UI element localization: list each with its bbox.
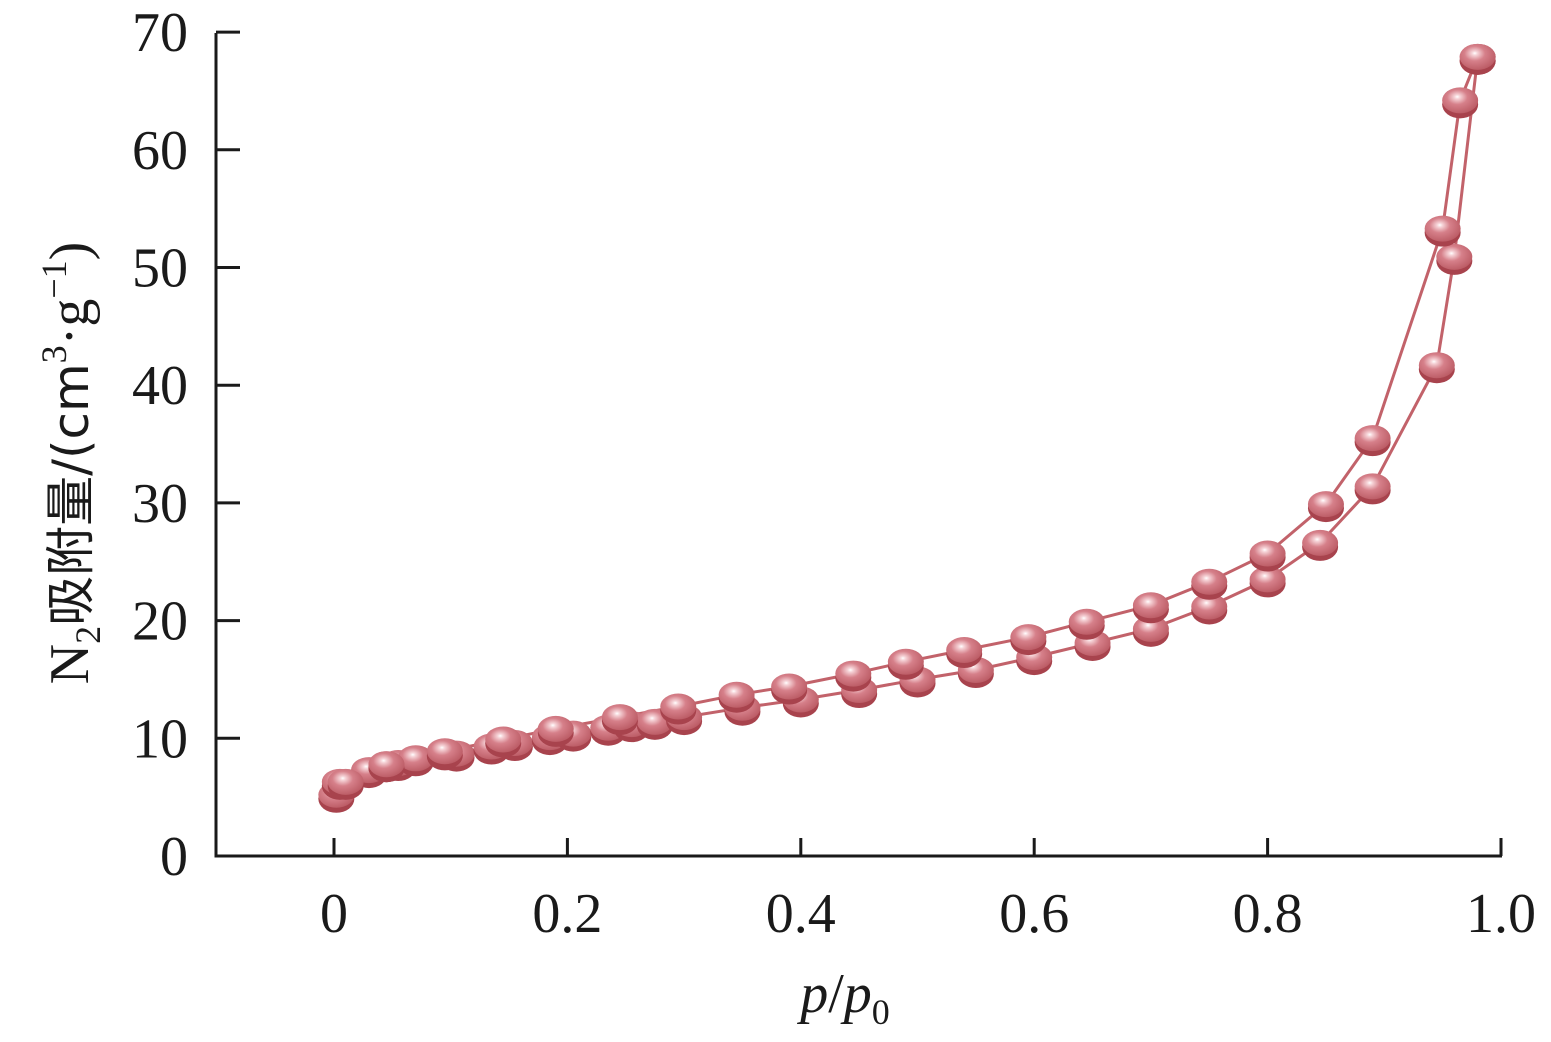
x-axis-ticks: 0 0.2 0.4 0.6 0.8 1.0 [320, 838, 1536, 945]
data-point-bead [1010, 624, 1047, 651]
x-tick-label: 0 [320, 883, 348, 945]
x-tick-label: 1.0 [1466, 883, 1536, 945]
y-title-n: N [39, 644, 101, 684]
data-point [1249, 566, 1286, 598]
data-point-bead [485, 726, 522, 753]
data-point-bead [1249, 566, 1286, 593]
data-point-bead [537, 715, 574, 742]
data-point-bead [887, 648, 924, 675]
data-point-bead [771, 673, 808, 700]
data-point [1010, 624, 1047, 656]
data-point [835, 660, 872, 692]
data-point [1068, 608, 1105, 640]
data-point [537, 715, 574, 747]
y-axis-ticks: 0 10 20 30 40 50 60 70 [132, 2, 240, 888]
x-title-main1: p [796, 963, 828, 1025]
y-title-sup1: 3 [34, 345, 74, 363]
data-point-bead [1249, 540, 1286, 567]
data-point-bead [1132, 615, 1169, 642]
data-point-bead [1354, 425, 1391, 452]
series-markers [318, 43, 1496, 813]
data-point-bead [1191, 593, 1228, 620]
data-point [887, 648, 924, 680]
y-title-text: 吸附量/(cm [42, 363, 100, 626]
data-point [1307, 491, 1344, 523]
data-point-bead [1459, 43, 1496, 70]
data-point [660, 693, 697, 725]
data-point-bead [1442, 87, 1479, 114]
data-point-bead [1424, 215, 1461, 242]
data-point [1424, 215, 1461, 247]
data-point [1302, 529, 1339, 561]
data-point [1459, 43, 1496, 75]
data-point [426, 738, 463, 770]
y-tick-label: 30 [132, 473, 188, 535]
data-point [1442, 87, 1479, 119]
data-point-bead [718, 681, 755, 708]
data-point-bead [660, 693, 697, 720]
data-point-bead [368, 751, 405, 778]
data-point [771, 673, 808, 705]
data-point [1132, 615, 1169, 647]
data-point-bead [1307, 491, 1344, 518]
data-point-bead [1191, 568, 1228, 595]
x-tick-label: 0.8 [1233, 883, 1303, 945]
y-tick-label: 10 [132, 708, 188, 770]
data-point [1132, 592, 1169, 624]
data-point-bead [1418, 352, 1455, 379]
data-point-bead [1436, 243, 1473, 270]
series-line-2 [345, 56, 1480, 784]
data-point [1191, 568, 1228, 600]
y-title-sup2: −1 [34, 260, 74, 298]
x-tick-label: 0.6 [999, 883, 1069, 945]
data-point-bead [601, 704, 638, 731]
y-tick-label: 40 [132, 355, 188, 417]
y-tick-label: 50 [132, 238, 188, 300]
x-tick-label: 0.2 [532, 883, 602, 945]
data-point-bead [1354, 473, 1391, 500]
y-title-n-sub: 2 [68, 626, 108, 644]
x-title-sep: / [828, 963, 844, 1025]
data-point [946, 637, 983, 669]
data-point-bead [327, 768, 364, 795]
y-tick-label: 0 [160, 826, 188, 888]
data-point [327, 768, 364, 800]
data-point-bead [397, 745, 434, 772]
data-point-bead [1132, 592, 1169, 619]
data-point [601, 704, 638, 736]
data-point [1191, 593, 1228, 625]
data-point-bead [946, 637, 983, 664]
data-point [397, 745, 434, 777]
data-point [368, 751, 405, 783]
data-point [1249, 540, 1286, 572]
y-title-end: ) [39, 242, 101, 261]
data-point [1418, 352, 1455, 384]
x-title-main2: p [840, 963, 872, 1025]
data-point-bead [426, 738, 463, 765]
data-point [1354, 473, 1391, 505]
data-point-bead [835, 660, 872, 687]
y-tick-label: 60 [132, 120, 188, 182]
x-axis-title: p/p0 [796, 963, 890, 1032]
y-tick-label: 20 [132, 591, 188, 653]
data-point-bead [1302, 529, 1339, 556]
x-title-sub: 0 [872, 992, 890, 1032]
data-point [1436, 243, 1473, 275]
y-title-mid: ·g [39, 299, 101, 346]
y-axis-title-text: N2吸附量/(cm3·g−1) [34, 242, 108, 685]
data-point [1354, 425, 1391, 457]
data-point [485, 726, 522, 758]
data-point [718, 681, 755, 713]
y-tick-label: 70 [132, 2, 188, 64]
data-point-bead [1068, 608, 1105, 635]
x-tick-label: 0.4 [766, 883, 836, 945]
